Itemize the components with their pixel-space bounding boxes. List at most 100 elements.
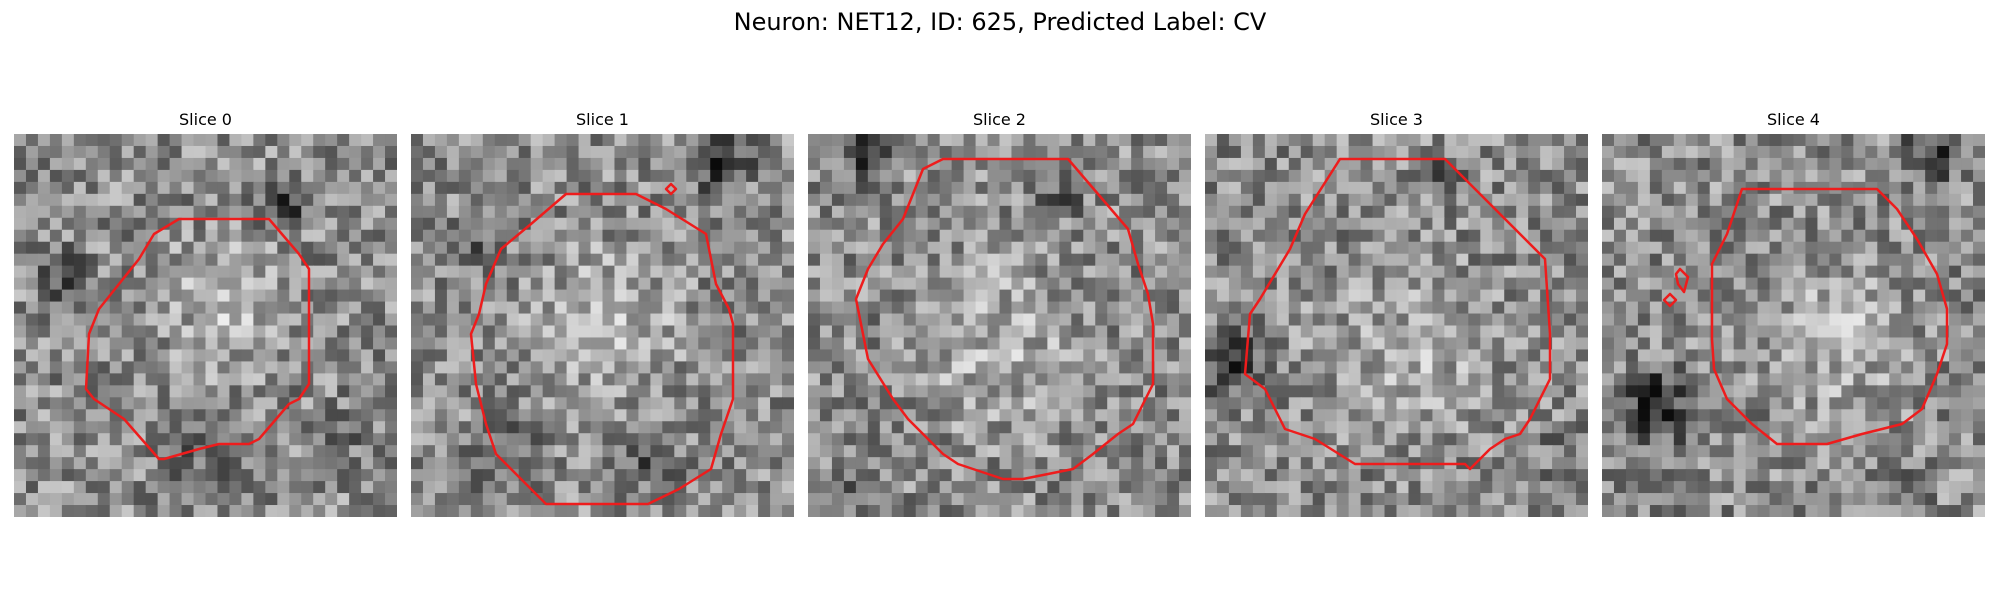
slice-pixel bbox=[1035, 493, 1048, 506]
slice-pixel bbox=[1264, 337, 1278, 351]
slice-pixel bbox=[1324, 505, 1338, 517]
slice-pixel bbox=[1625, 433, 1639, 446]
slice-pixel bbox=[373, 313, 386, 327]
slice-pixel bbox=[782, 253, 794, 267]
slice-pixel bbox=[710, 301, 723, 315]
slice-pixel bbox=[385, 457, 397, 470]
slice-title: Slice 3 bbox=[1370, 110, 1423, 129]
slice-pixel bbox=[1564, 469, 1577, 482]
slice-pixel bbox=[1167, 134, 1180, 147]
slice-pixel bbox=[1721, 253, 1735, 267]
slice-pixel bbox=[602, 349, 616, 363]
slice-pixel bbox=[891, 433, 905, 446]
slice-pixel bbox=[1468, 445, 1481, 458]
slice-pixel bbox=[662, 445, 675, 458]
slice-pixel bbox=[1047, 217, 1060, 231]
slice-pixel bbox=[1721, 181, 1735, 195]
slice-pixel bbox=[422, 373, 436, 386]
slice-pixel bbox=[1865, 157, 1878, 171]
slice-pixel bbox=[422, 253, 436, 267]
slice-pixel bbox=[650, 433, 663, 446]
slice-pixel bbox=[1276, 229, 1290, 243]
slice-pixel bbox=[518, 349, 532, 363]
slice-pixel bbox=[1853, 373, 1866, 386]
slice-pixel bbox=[1468, 313, 1481, 327]
slice-pixel bbox=[470, 193, 484, 207]
slice-pixel bbox=[1205, 481, 1218, 494]
slice-pixel bbox=[1456, 157, 1469, 171]
slice-pixel bbox=[1613, 457, 1627, 470]
slice-pixel bbox=[193, 205, 207, 219]
slice-pixel bbox=[1035, 241, 1048, 255]
slice-pixel bbox=[686, 145, 699, 159]
slice-pixel bbox=[819, 193, 833, 207]
slice-pixel bbox=[205, 157, 219, 171]
slice-pixel bbox=[734, 421, 747, 434]
slice-pixel bbox=[770, 241, 783, 255]
slice-pixel bbox=[1179, 457, 1191, 470]
slice-pixel bbox=[530, 229, 544, 243]
slice-pixel bbox=[518, 277, 532, 291]
slice-pixel bbox=[1865, 301, 1878, 315]
slice-pixel bbox=[1901, 157, 1914, 171]
slice-pixel bbox=[133, 505, 147, 517]
slice-pixel bbox=[1252, 277, 1266, 291]
slice-pixel bbox=[411, 445, 424, 458]
slice-pixel bbox=[1312, 469, 1326, 482]
slice-pixel bbox=[1420, 157, 1434, 171]
slice-pixel bbox=[1504, 493, 1517, 506]
slice-pixel bbox=[49, 169, 63, 183]
slice-pixel bbox=[1709, 205, 1723, 219]
slice-pixel bbox=[975, 457, 989, 470]
slice-pixel bbox=[1937, 241, 1950, 255]
slice-pixel bbox=[1372, 349, 1386, 363]
slice-pixel bbox=[1155, 241, 1168, 255]
slice-pixel bbox=[1913, 337, 1926, 351]
slice-pixel bbox=[734, 505, 747, 517]
slice-pixel bbox=[1602, 397, 1615, 410]
slice-pixel bbox=[554, 145, 568, 159]
slice-pixel bbox=[1649, 134, 1663, 147]
slice-pixel bbox=[1949, 265, 1962, 279]
slice-pixel bbox=[867, 433, 881, 446]
slice-pixel bbox=[1167, 385, 1180, 398]
slice-pixel bbox=[626, 253, 640, 267]
slice-pixel bbox=[1685, 241, 1699, 255]
slice-pixel bbox=[686, 421, 699, 434]
slice-pixel bbox=[1516, 349, 1529, 363]
slice-pixel bbox=[14, 145, 27, 159]
slice-pixel bbox=[1095, 409, 1108, 422]
slice-pixel bbox=[1095, 361, 1108, 374]
slice-pixel bbox=[1949, 241, 1962, 255]
slice-pixel bbox=[1312, 361, 1326, 374]
slice-pixel bbox=[325, 325, 338, 339]
slice-pixel bbox=[1360, 229, 1374, 243]
slice-pixel bbox=[446, 457, 460, 470]
slice-pixel bbox=[1492, 169, 1505, 183]
slice-pixel bbox=[1625, 325, 1639, 339]
slice-pixel bbox=[193, 229, 207, 243]
slice-pixel bbox=[1384, 301, 1398, 315]
slice-pixel bbox=[133, 409, 147, 422]
slice-pixel bbox=[1047, 325, 1060, 339]
slice-pixel bbox=[422, 505, 436, 517]
slice-pixel bbox=[915, 134, 929, 147]
slice-pixel bbox=[1252, 325, 1266, 339]
slice-pixel bbox=[313, 421, 326, 434]
slice-title: Slice 1 bbox=[576, 110, 629, 129]
slice-pixel bbox=[61, 385, 75, 398]
slice-pixel bbox=[373, 265, 386, 279]
slice-pixel bbox=[49, 193, 63, 207]
slice-pixel bbox=[722, 481, 735, 494]
slice-pixel bbox=[1264, 229, 1278, 243]
slice-pixel bbox=[1865, 445, 1878, 458]
slice-pixel bbox=[1396, 241, 1410, 255]
slice-pixel bbox=[1276, 325, 1290, 339]
slice-pixel bbox=[578, 433, 592, 446]
slice-pixel bbox=[614, 169, 628, 183]
slice-pixel bbox=[1973, 373, 1985, 386]
slice-pixel bbox=[49, 361, 63, 374]
slice-pixel bbox=[229, 421, 243, 434]
slice-pixel bbox=[879, 445, 893, 458]
slice-pixel bbox=[1757, 217, 1771, 231]
